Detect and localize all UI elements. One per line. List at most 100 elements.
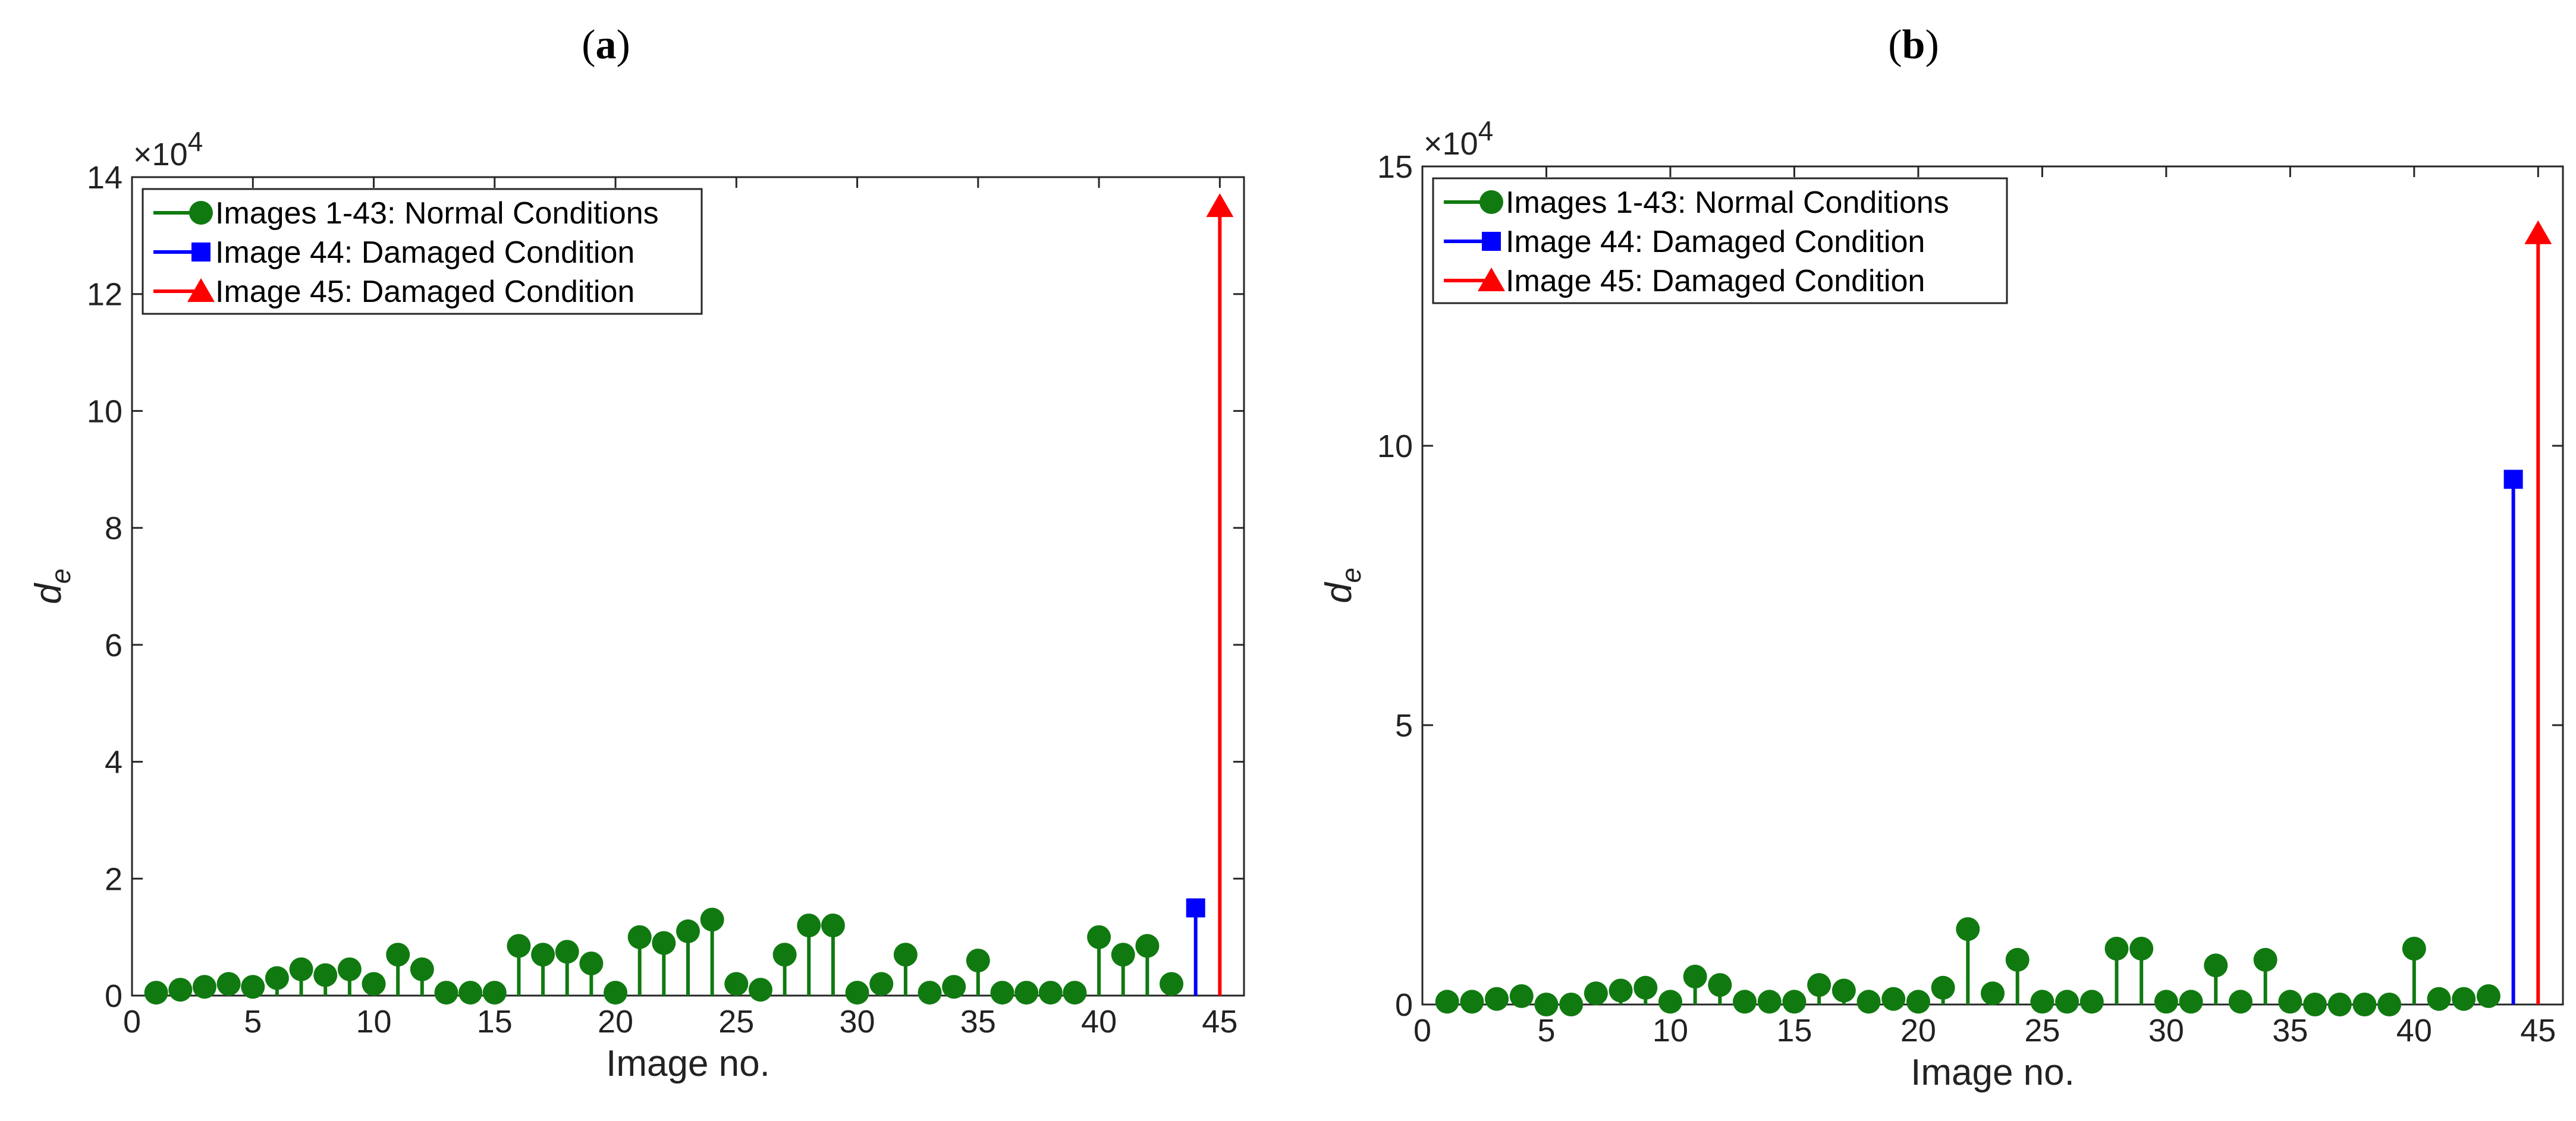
y-multiplier: ×104 [1424,115,1493,162]
data-point [2079,990,2104,1014]
legend-entry: Image 45: Damaged Condition [215,275,634,309]
data-point [1509,984,1534,1008]
data-point [1633,975,1658,1000]
data-point [2402,937,2426,961]
x-tick-label: 40 [2396,1013,2432,1048]
data-point [918,981,942,1005]
panel-label-close: ) [1925,22,1939,68]
data-point [2427,987,2451,1011]
x-tick-label: 30 [2148,1013,2184,1048]
y-tick-label: 10 [1377,429,1413,464]
y-tick-label: 2 [105,861,122,897]
data-point [241,975,265,999]
data-point [1807,973,1832,997]
data-point [2179,990,2203,1014]
data-point [1160,972,1184,996]
panel-label-letter: a [596,22,617,68]
y-tick-label: 6 [105,628,122,663]
y-tick-label: 5 [1395,708,1413,744]
data-point [555,940,579,964]
series-triangle [1206,193,1234,996]
data-point [700,908,724,932]
y-multiplier-exponent: 4 [188,126,203,157]
series-circle [1435,917,2500,1016]
data-point [724,972,749,996]
data-point [1733,990,1757,1014]
data-point [192,975,216,999]
y-tick-label: 0 [1395,987,1413,1023]
data-point [1186,898,1205,918]
data-point [2154,990,2178,1014]
y-axis-title-subscript: e [1336,568,1366,583]
data-point [1906,990,1930,1014]
series-square [1186,898,1205,996]
data-point [2030,990,2054,1014]
x-tick-label: 45 [1202,1004,1237,1040]
x-tick-label: 35 [960,1004,996,1040]
data-point [627,925,652,949]
legend-marker [187,278,215,302]
data-point [1534,993,1559,1016]
data-point [507,934,531,958]
data-point [869,972,894,996]
data-point [2352,993,2377,1016]
chart-panel-a: (a)0 5 10 15 20 25 30 35 40 4502468101214×104Imag… [28,22,1245,1084]
y-axis-title: de [28,568,76,604]
legend-marker [191,243,211,262]
data-point [1206,193,1234,218]
data-point [531,943,555,967]
legend-marker [1482,232,1501,251]
data-point [2303,993,2327,1016]
data-point [1014,981,1039,1005]
data-point [1087,925,1111,949]
data-point [1981,981,2005,1006]
y-multiplier: ×104 [133,126,203,172]
x-axis-title: Image no. [606,1043,770,1084]
y-tick-label: 14 [87,160,122,196]
y-tick-label: 8 [105,511,122,546]
x-tick-label: 45 [2520,1013,2556,1048]
data-point [2253,947,2277,972]
y-axis-title-main: d [28,582,69,604]
data-point [797,913,821,937]
panel-label-letter: b [1902,22,1925,68]
series-circle [144,908,1184,1005]
data-point [362,972,386,996]
y-multiplier-base: ×10 [1424,126,1478,162]
data-point [1038,981,1063,1005]
data-point [2005,947,2030,972]
x-tick-label: 15 [1776,1013,1812,1048]
data-point [2278,990,2302,1014]
data-point [652,931,676,955]
data-point [1111,943,1135,967]
data-point [2228,990,2253,1014]
data-point [2129,937,2154,961]
y-tick-label: 0 [105,978,122,1014]
x-axis-title: Image no. [1911,1052,2075,1093]
data-point [1931,975,1955,1000]
data-point [1683,965,1707,988]
data-point [1584,981,1608,1006]
data-point [942,975,966,999]
y-multiplier-exponent: 4 [1478,115,1494,146]
series-square [2503,470,2523,1005]
x-tick-label: 10 [356,1004,391,1040]
data-point [482,981,507,1005]
y-axis-title-main: d [1318,581,1359,603]
data-point [1609,978,1633,1003]
series-triangle [2524,220,2552,1005]
data-point [1485,987,1509,1011]
data-point [2104,937,2129,961]
y-axis-title: de [1318,568,1366,603]
data-point [1063,981,1087,1005]
y-multiplier-base: ×10 [133,137,188,172]
data-point [337,957,362,981]
data-point [1832,978,1856,1003]
x-tick-label: 25 [718,1004,754,1040]
data-point [1708,973,1732,997]
x-tick-label: 0 [123,1004,141,1040]
x-tick-label: 10 [1653,1013,1688,1048]
legend: Images 1-43: Normal Conditions Image 44: … [142,188,703,315]
panel-label-open: ( [1888,22,1902,68]
data-point [845,981,869,1005]
